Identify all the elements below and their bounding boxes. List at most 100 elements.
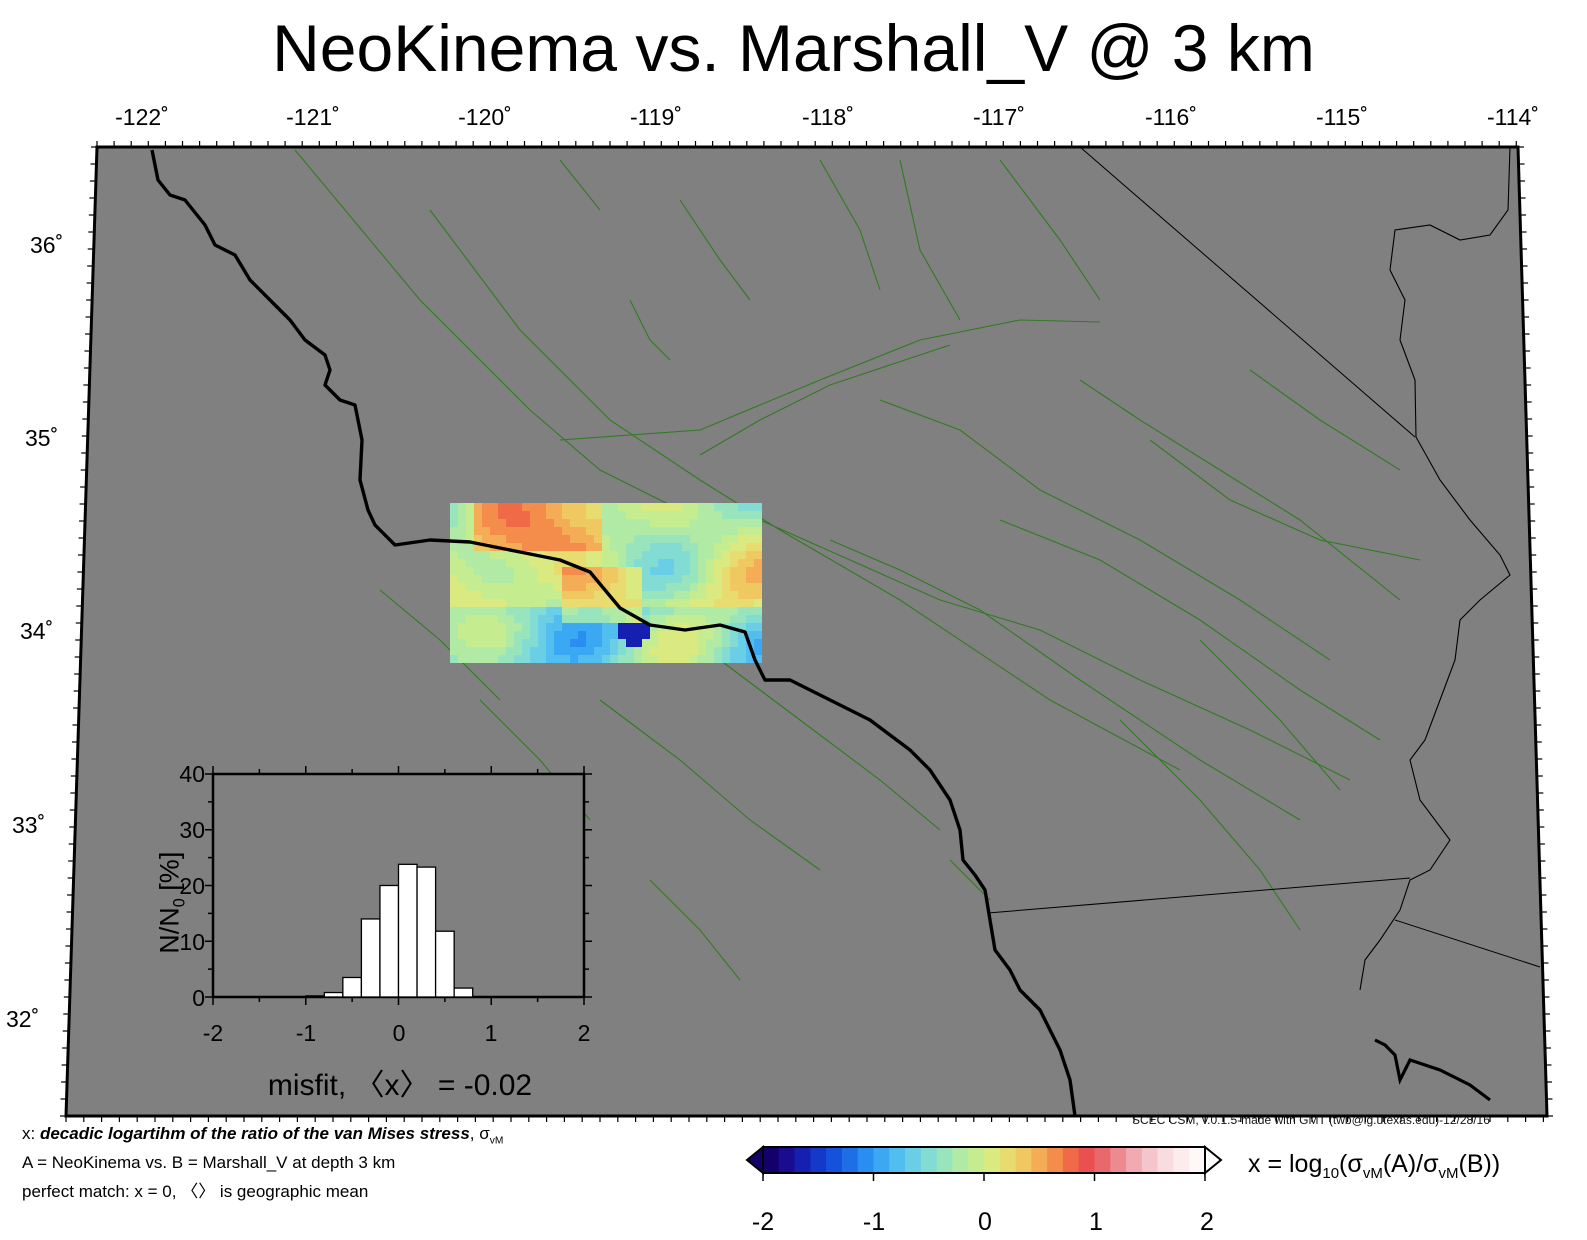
misfit-cell (666, 631, 674, 639)
misfit-cell (642, 591, 650, 599)
misfit-cell (450, 583, 458, 591)
misfit-cell (730, 631, 738, 639)
misfit-cell (474, 623, 482, 631)
misfit-cell (482, 623, 490, 631)
misfit-cell (522, 527, 530, 535)
misfit-cell (578, 631, 586, 639)
misfit-cell (714, 551, 722, 559)
misfit-cell (738, 527, 746, 535)
misfit-cell (754, 639, 762, 647)
misfit-cell (618, 639, 626, 647)
misfit-cell (546, 647, 554, 655)
misfit-cell (482, 599, 490, 607)
misfit-cell (514, 607, 522, 615)
misfit-cell (658, 551, 666, 559)
misfit-cell (594, 583, 602, 591)
misfit-cell (546, 575, 554, 583)
misfit-cell (578, 615, 586, 623)
misfit-cell (626, 543, 634, 551)
misfit-cell (554, 551, 562, 559)
misfit-cell (482, 591, 490, 599)
misfit-cell (506, 583, 514, 591)
misfit-cell (490, 615, 498, 623)
misfit-cell (602, 559, 610, 567)
misfit-cell (698, 591, 706, 599)
misfit-cell (642, 511, 650, 519)
misfit-field (450, 503, 762, 663)
misfit-cell (746, 559, 754, 567)
misfit-cell (618, 647, 626, 655)
misfit-cell (738, 551, 746, 559)
misfit-cell (730, 543, 738, 551)
frame-ticks (60, 141, 1553, 1122)
misfit-cell (578, 519, 586, 527)
misfit-cell (666, 527, 674, 535)
misfit-cell (674, 647, 682, 655)
misfit-cell (650, 559, 658, 567)
misfit-cell (738, 647, 746, 655)
misfit-cell (490, 503, 498, 511)
misfit-cell (482, 551, 490, 559)
misfit-cell (666, 551, 674, 559)
misfit-cell (530, 615, 538, 623)
misfit-cell (722, 583, 730, 591)
misfit-cell (682, 591, 690, 599)
misfit-cell (554, 615, 562, 623)
misfit-cell (610, 575, 618, 583)
misfit-cell (722, 655, 730, 663)
misfit-cell (634, 559, 642, 567)
misfit-cell (474, 559, 482, 567)
misfit-cell (690, 615, 698, 623)
misfit-cell (642, 535, 650, 543)
misfit-cell (570, 575, 578, 583)
misfit-cell (682, 567, 690, 575)
misfit-cell (754, 519, 762, 527)
misfit-cell (514, 551, 522, 559)
misfit-cell (578, 559, 586, 567)
misfit-cell (482, 519, 490, 527)
misfit-cell (730, 607, 738, 615)
misfit-cell (738, 575, 746, 583)
misfit-cell (746, 511, 754, 519)
colorbar-swatch (778, 1147, 796, 1173)
misfit-cell (554, 575, 562, 583)
misfit-cell (722, 639, 730, 647)
misfit-cell (650, 575, 658, 583)
coastline (150, 149, 1077, 1117)
misfit-cell (546, 503, 554, 511)
misfit-cell (562, 639, 570, 647)
misfit-cell (538, 535, 546, 543)
misfit-cell (490, 567, 498, 575)
colorbar-low-triangle (745, 1144, 764, 1176)
misfit-cell (642, 575, 650, 583)
misfit-cell (682, 615, 690, 623)
misfit-cell (730, 599, 738, 607)
colorbar-tick: -1 (862, 1208, 886, 1236)
misfit-cell (554, 599, 562, 607)
misfit-cell (570, 511, 578, 519)
misfit-cell (466, 559, 474, 567)
misfit-cell (562, 519, 570, 527)
misfit-cell (626, 519, 634, 527)
misfit-cell (490, 599, 498, 607)
misfit-cell (698, 647, 706, 655)
misfit-cell (610, 503, 618, 511)
misfit-cell (738, 623, 746, 631)
misfit-cell (522, 535, 530, 543)
misfit-cell (530, 639, 538, 647)
misfit-cell (498, 575, 506, 583)
misfit-cell (546, 559, 554, 567)
misfit-cell (578, 623, 586, 631)
misfit-cell (506, 623, 514, 631)
misfit-cell (522, 623, 530, 631)
misfit-cell (482, 527, 490, 535)
misfit-cell (626, 599, 634, 607)
misfit-cell (722, 631, 730, 639)
misfit-cell (610, 591, 618, 599)
misfit-cell (498, 615, 506, 623)
lon-label: -119˚ (630, 104, 682, 130)
misfit-cell (522, 575, 530, 583)
misfit-cell (650, 511, 658, 519)
misfit-cell (466, 599, 474, 607)
misfit-cell (714, 575, 722, 583)
